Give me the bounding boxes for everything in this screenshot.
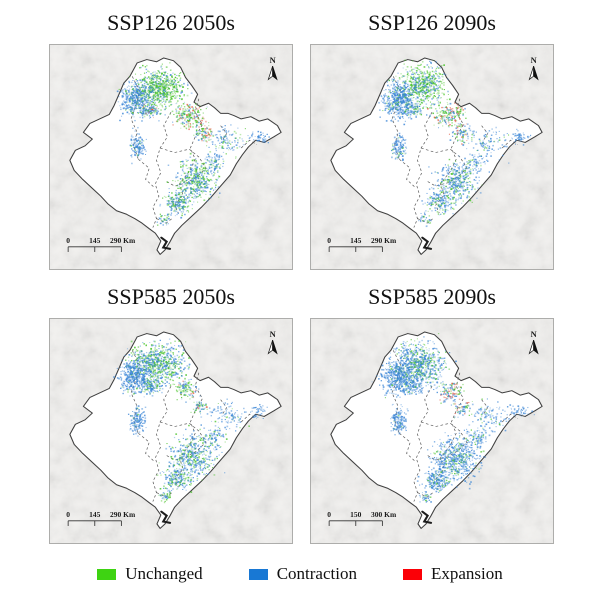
map-ssp585-2050s: 0 145 290 Km N <box>50 319 292 543</box>
scale-label-mid: 145 <box>89 511 101 519</box>
scale-label-end: 290 Km <box>110 237 135 245</box>
dots-layer <box>378 59 532 228</box>
scale-label-mid: 145 <box>350 237 362 245</box>
contraction-swatch <box>248 568 268 580</box>
legend-item-unchanged: Unchanged <box>97 564 203 584</box>
legend-label-unchanged: Unchanged <box>125 564 203 583</box>
scale-bar: 0 145 290 Km <box>66 511 135 526</box>
panel-title: SSP585 2050s <box>107 284 235 309</box>
basemap <box>311 319 553 543</box>
legend-item-expansion: Expansion <box>402 564 503 584</box>
north-arrow-icon: N <box>267 330 278 355</box>
legend-item-contraction: Contraction <box>248 564 357 584</box>
legend-label-expansion: Expansion <box>430 564 503 583</box>
scale-bar: 0 145 290 Km <box>66 237 135 252</box>
north-label: N <box>270 56 276 65</box>
legend: Unchanged Contraction Expansion <box>0 564 600 584</box>
scale-label-mid: 150 <box>350 511 362 519</box>
panel-ssp585-2090s: SSP585 2090s 0 150 300 Km N <box>310 280 554 544</box>
scale-label-mid: 145 <box>89 237 101 245</box>
north-label: N <box>270 330 276 339</box>
scale-label-end: 300 Km <box>371 511 396 519</box>
basemap <box>50 319 292 543</box>
map-frame: 0 145 290 Km N <box>49 318 293 544</box>
panel-ssp126-2050s: SSP126 2050s 0 145 290 Km N <box>49 6 293 270</box>
north-arrow-icon: N <box>528 56 539 81</box>
dots-layer <box>371 333 535 503</box>
legend-label-contraction: Contraction <box>276 564 357 583</box>
dots-layer <box>116 62 271 226</box>
panel-grid: SSP126 2050s 0 145 290 Km N <box>49 6 554 544</box>
panel-title: SSP126 2090s <box>368 10 496 35</box>
north-arrow-icon: N <box>267 56 278 81</box>
scale-label-0: 0 <box>327 237 331 245</box>
north-arrow-icon: N <box>528 330 539 355</box>
scale-bar: 0 150 300 Km <box>327 511 396 526</box>
map-ssp126-2050s: 0 145 290 Km N <box>50 45 292 269</box>
map-frame: 0 150 300 Km N <box>310 318 554 544</box>
unchanged-swatch <box>97 568 117 580</box>
scale-bar: 0 145 290 Km <box>327 237 396 252</box>
panel-ssp126-2090s: SSP126 2090s 0 145 290 Km N <box>310 6 554 270</box>
map-frame: 0 145 290 Km N <box>310 44 554 270</box>
north-label: N <box>531 330 537 339</box>
map-frame: 0 145 290 Km N <box>49 44 293 270</box>
map-ssp585-2090s: 0 150 300 Km N <box>311 319 553 543</box>
scale-label-0: 0 <box>327 511 331 519</box>
north-label: N <box>531 56 537 65</box>
scale-label-0: 0 <box>66 511 70 519</box>
scale-label-end: 290 Km <box>371 237 396 245</box>
expansion-swatch <box>402 568 422 580</box>
scale-label-end: 290 Km <box>110 511 135 519</box>
panel-title: SSP585 2090s <box>368 284 496 309</box>
panel-title: SSP126 2050s <box>107 10 235 35</box>
panel-ssp585-2050s: SSP585 2050s 0 145 290 Km N <box>49 280 293 544</box>
dots-layer <box>113 338 268 504</box>
scale-label-0: 0 <box>66 237 70 245</box>
map-ssp126-2090s: 0 145 290 Km N <box>311 45 553 269</box>
